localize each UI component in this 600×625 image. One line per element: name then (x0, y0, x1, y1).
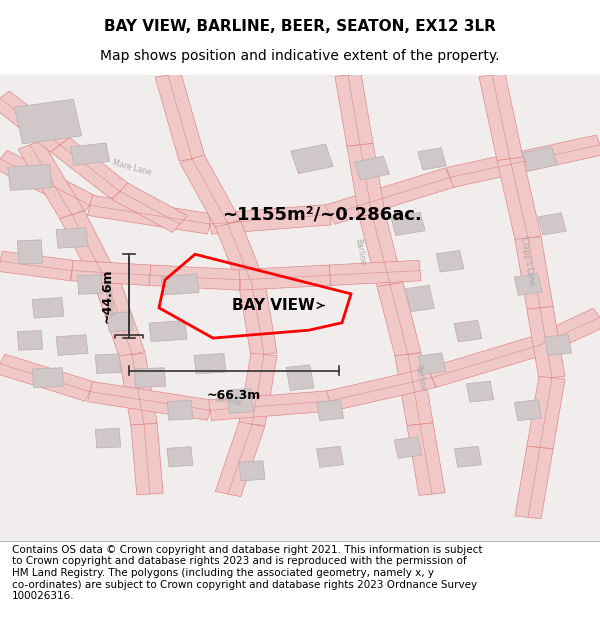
Polygon shape (155, 72, 205, 161)
Polygon shape (215, 221, 265, 288)
Polygon shape (209, 204, 331, 234)
Text: Underleys: Underleys (100, 279, 116, 318)
Polygon shape (60, 211, 120, 288)
Polygon shape (180, 155, 240, 228)
Polygon shape (515, 237, 553, 309)
Polygon shape (515, 446, 553, 519)
Polygon shape (407, 423, 445, 496)
Polygon shape (88, 196, 212, 234)
Polygon shape (50, 138, 130, 199)
Polygon shape (527, 306, 565, 379)
Polygon shape (112, 183, 188, 232)
Polygon shape (544, 334, 572, 356)
Polygon shape (418, 148, 446, 170)
Polygon shape (329, 261, 421, 286)
Text: BAY VIEW, BARLINE, BEER, SEATON, EX12 3LR: BAY VIEW, BARLINE, BEER, SEATON, EX12 3L… (104, 19, 496, 34)
Polygon shape (316, 400, 344, 421)
Polygon shape (77, 275, 103, 294)
Text: Barline: Barline (214, 394, 242, 408)
Polygon shape (533, 308, 600, 354)
Polygon shape (239, 265, 331, 290)
Polygon shape (32, 368, 64, 388)
Polygon shape (347, 144, 385, 216)
Polygon shape (406, 286, 434, 312)
Polygon shape (466, 381, 494, 402)
Polygon shape (0, 354, 95, 401)
Polygon shape (95, 354, 121, 374)
Text: Clapp's Lane: Clapp's Lane (520, 236, 536, 286)
Polygon shape (167, 447, 193, 467)
Polygon shape (377, 282, 421, 356)
Polygon shape (454, 446, 482, 468)
Polygon shape (71, 261, 151, 286)
Polygon shape (514, 274, 542, 296)
Polygon shape (209, 391, 331, 421)
Polygon shape (523, 147, 557, 171)
Polygon shape (391, 213, 425, 236)
Polygon shape (32, 298, 64, 318)
Polygon shape (395, 353, 433, 426)
Polygon shape (514, 400, 542, 421)
Polygon shape (131, 424, 163, 495)
Polygon shape (316, 446, 344, 468)
Polygon shape (134, 368, 166, 388)
Polygon shape (17, 331, 43, 350)
Polygon shape (71, 143, 109, 166)
Polygon shape (8, 164, 52, 191)
Polygon shape (149, 265, 241, 290)
Polygon shape (326, 368, 436, 411)
Polygon shape (239, 353, 277, 426)
Text: Barline: Barline (353, 238, 367, 266)
Polygon shape (0, 150, 97, 214)
Polygon shape (538, 213, 566, 235)
Polygon shape (194, 353, 226, 374)
Polygon shape (436, 251, 464, 272)
Polygon shape (14, 99, 82, 144)
Text: ~1155m²/~0.286ac.: ~1155m²/~0.286ac. (222, 206, 422, 224)
Polygon shape (227, 389, 253, 413)
Text: ~66.3m: ~66.3m (207, 389, 261, 402)
Polygon shape (167, 401, 193, 420)
Polygon shape (454, 320, 482, 342)
Polygon shape (239, 283, 277, 356)
Polygon shape (418, 353, 446, 374)
Polygon shape (119, 353, 157, 426)
Polygon shape (239, 461, 265, 481)
Polygon shape (107, 312, 133, 332)
Polygon shape (286, 365, 314, 391)
Polygon shape (527, 376, 565, 449)
Polygon shape (497, 157, 541, 240)
Polygon shape (18, 141, 84, 219)
Polygon shape (0, 251, 74, 281)
Polygon shape (394, 437, 422, 458)
Polygon shape (291, 144, 333, 174)
Polygon shape (427, 336, 545, 388)
Text: BAY VIEW: BAY VIEW (232, 298, 314, 313)
Polygon shape (215, 422, 265, 497)
Polygon shape (56, 228, 88, 248)
Polygon shape (56, 335, 88, 356)
Polygon shape (335, 74, 373, 146)
Polygon shape (446, 135, 600, 188)
Polygon shape (95, 282, 145, 357)
Text: Mare Lane: Mare Lane (112, 159, 152, 177)
Text: Barline: Barline (413, 364, 427, 392)
Polygon shape (479, 73, 523, 161)
Text: Contains OS data © Crown copyright and database right 2021. This information is : Contains OS data © Crown copyright and d… (12, 545, 482, 601)
Polygon shape (355, 156, 389, 180)
Polygon shape (359, 213, 403, 286)
Polygon shape (149, 321, 187, 342)
Polygon shape (0, 91, 70, 152)
Polygon shape (325, 168, 455, 224)
Text: Map shows position and indicative extent of the property.: Map shows position and indicative extent… (100, 49, 500, 62)
Polygon shape (95, 428, 121, 448)
Polygon shape (17, 240, 43, 264)
Text: ~44.6m: ~44.6m (101, 269, 114, 323)
Polygon shape (161, 274, 199, 295)
Polygon shape (88, 382, 212, 420)
